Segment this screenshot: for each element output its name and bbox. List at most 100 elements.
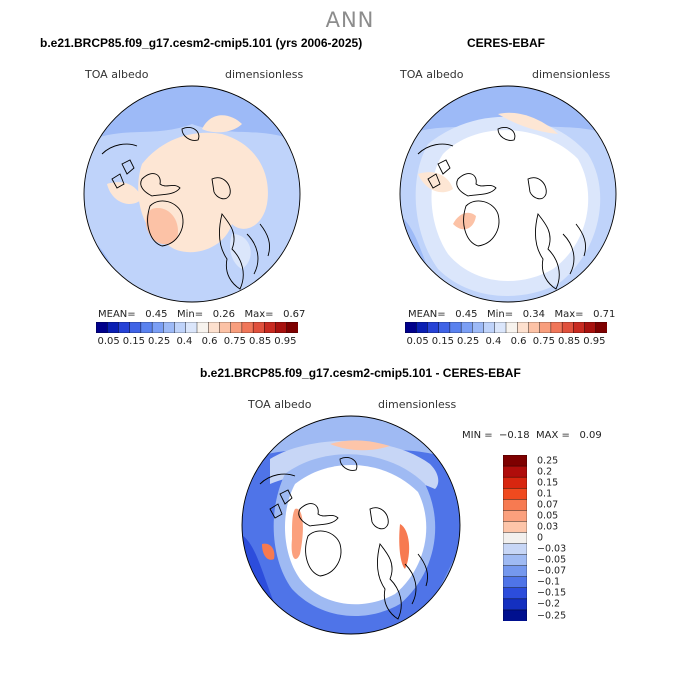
panel-3-colorbar-ticks: 0.25 0.2 0.15 0.1 0.07 0.05 0.03 0 −0.03 −0.05 −0.… bbox=[537, 455, 597, 621]
panel-2-variable: TOA albedo bbox=[400, 68, 464, 81]
panel-3-stats: MIN = −0.18 MAX = 0.09 bbox=[462, 430, 602, 441]
panel-2-title: CERES-EBAF bbox=[467, 36, 546, 50]
colorbar-tick-label: 0 bbox=[537, 532, 544, 544]
panel-1-variable: TOA albedo bbox=[85, 68, 149, 81]
colorbar-box bbox=[219, 322, 232, 333]
colorbar-tick-label: −0.03 bbox=[537, 543, 567, 555]
panel-3-variable: TOA albedo bbox=[248, 398, 312, 411]
colorbar-box bbox=[503, 455, 527, 467]
colorbar-box bbox=[196, 322, 209, 333]
colorbar-tick-label: 0.85 bbox=[557, 336, 581, 347]
colorbar-tick-label: 0.25 bbox=[147, 336, 171, 347]
colorbar-box bbox=[449, 322, 462, 333]
colorbar-box bbox=[163, 322, 176, 333]
colorbar-tick-label: −0.1 bbox=[537, 576, 561, 588]
colorbar-box bbox=[503, 576, 527, 589]
colorbar-box bbox=[595, 322, 607, 333]
colorbar-box bbox=[503, 532, 527, 545]
colorbar-tick-label: 0.05 bbox=[406, 336, 429, 347]
colorbar-tick-label: 0.07 bbox=[537, 499, 559, 511]
colorbar-tick-label: 0.75 bbox=[532, 336, 556, 347]
panel-1-title: b.e21.BRCP85.f09_g17.cesm2-cmip5.101 (yr… bbox=[40, 36, 363, 50]
colorbar-tick-label: −0.25 bbox=[537, 610, 567, 621]
colorbar-box bbox=[185, 322, 198, 333]
colorbar-tick-label: 0.2 bbox=[537, 466, 553, 478]
colorbar-box bbox=[550, 322, 563, 333]
colorbar-box bbox=[503, 510, 527, 522]
panel-2-units: dimensionless bbox=[532, 68, 611, 81]
colorbar-box bbox=[151, 322, 164, 333]
panel-3-units: dimensionless bbox=[378, 398, 457, 411]
colorbar-box bbox=[505, 322, 518, 333]
colorbar-tick-label: −0.2 bbox=[537, 598, 561, 610]
colorbar-box bbox=[264, 322, 277, 333]
colorbar-box bbox=[503, 565, 527, 578]
colorbar-box bbox=[573, 322, 586, 333]
colorbar-tick-label: 0.6 bbox=[201, 336, 218, 347]
colorbar-tick-label: 0.25 bbox=[537, 455, 559, 466]
colorbar-box bbox=[286, 322, 298, 333]
colorbar-box bbox=[503, 543, 527, 556]
colorbar-box bbox=[503, 499, 527, 511]
colorbar-tick-label: −0.15 bbox=[537, 587, 567, 599]
colorbar-box bbox=[460, 322, 473, 333]
panel-2-colorbar bbox=[405, 322, 607, 333]
colorbar-box bbox=[129, 322, 142, 333]
colorbar-box bbox=[503, 554, 527, 567]
panel-1-colorbar bbox=[96, 322, 298, 333]
colorbar-tick-label: 0.4 bbox=[176, 336, 193, 347]
colorbar-box bbox=[503, 521, 527, 533]
colorbar-box bbox=[96, 322, 108, 333]
colorbar-box bbox=[275, 322, 288, 333]
colorbar-box bbox=[561, 322, 574, 333]
colorbar-tick-label: 0.15 bbox=[122, 336, 146, 347]
panel-1-polar-map bbox=[83, 85, 301, 303]
colorbar-box bbox=[140, 322, 153, 333]
colorbar-box bbox=[503, 476, 527, 489]
colorbar-box bbox=[405, 322, 417, 333]
colorbar-box bbox=[503, 598, 527, 611]
colorbar-box bbox=[584, 322, 597, 333]
colorbar-tick-label: 0.03 bbox=[537, 521, 559, 533]
colorbar-box bbox=[416, 322, 428, 333]
colorbar-box bbox=[483, 322, 496, 333]
colorbar-tick-label: 0.15 bbox=[431, 336, 455, 347]
colorbar-box bbox=[517, 322, 529, 333]
colorbar-box bbox=[503, 587, 527, 600]
colorbar-box bbox=[230, 322, 243, 333]
panel-1-units: dimensionless bbox=[225, 68, 304, 81]
panel-1-stats: MEAN= 0.45 Min= 0.26 Max= 0.67 bbox=[98, 309, 306, 320]
colorbar-tick-label: 0.95 bbox=[274, 336, 297, 347]
colorbar-box bbox=[528, 322, 541, 333]
colorbar-tick-label: −0.07 bbox=[537, 565, 567, 577]
colorbar-tick-label: 0.05 bbox=[97, 336, 120, 347]
colorbar-box bbox=[472, 322, 485, 333]
colorbar-tick-label: 0.6 bbox=[510, 336, 527, 347]
colorbar-box bbox=[252, 322, 265, 333]
colorbar-tick-label: 0.75 bbox=[223, 336, 247, 347]
panel-3-title: b.e21.BRCP85.f09_g17.cesm2-cmip5.101 - C… bbox=[200, 366, 521, 380]
colorbar-tick-label: 0.25 bbox=[456, 336, 480, 347]
panel-2-stats: MEAN= 0.45 Min= 0.34 Max= 0.71 bbox=[408, 309, 616, 320]
colorbar-box bbox=[503, 609, 527, 621]
panel-2-polar-map bbox=[399, 85, 617, 303]
colorbar-tick-label: 0.85 bbox=[248, 336, 272, 347]
colorbar-box bbox=[208, 322, 220, 333]
season-title: ANN bbox=[325, 8, 375, 32]
colorbar-box bbox=[118, 322, 131, 333]
panel-3-colorbar bbox=[503, 455, 527, 621]
colorbar-box bbox=[107, 322, 119, 333]
panel-3-polar-map bbox=[241, 415, 461, 635]
colorbar-box bbox=[503, 465, 527, 478]
colorbar-tick-label: 0.15 bbox=[537, 477, 559, 489]
colorbar-box bbox=[539, 322, 552, 333]
colorbar-box bbox=[438, 322, 451, 333]
colorbar-tick-label: 0.4 bbox=[485, 336, 502, 347]
panel-1-colorbar-ticks: 0.05 0.15 0.25 0.4 0.6 0.75 0.85 0.95 bbox=[96, 336, 298, 350]
colorbar-box bbox=[427, 322, 440, 333]
colorbar-tick-label: 0.1 bbox=[537, 488, 553, 500]
panel-2-colorbar-ticks: 0.05 0.15 0.25 0.4 0.6 0.75 0.85 0.95 bbox=[405, 336, 607, 350]
colorbar-box bbox=[503, 488, 527, 500]
colorbar-box bbox=[174, 322, 187, 333]
colorbar-tick-label: 0.95 bbox=[583, 336, 606, 347]
